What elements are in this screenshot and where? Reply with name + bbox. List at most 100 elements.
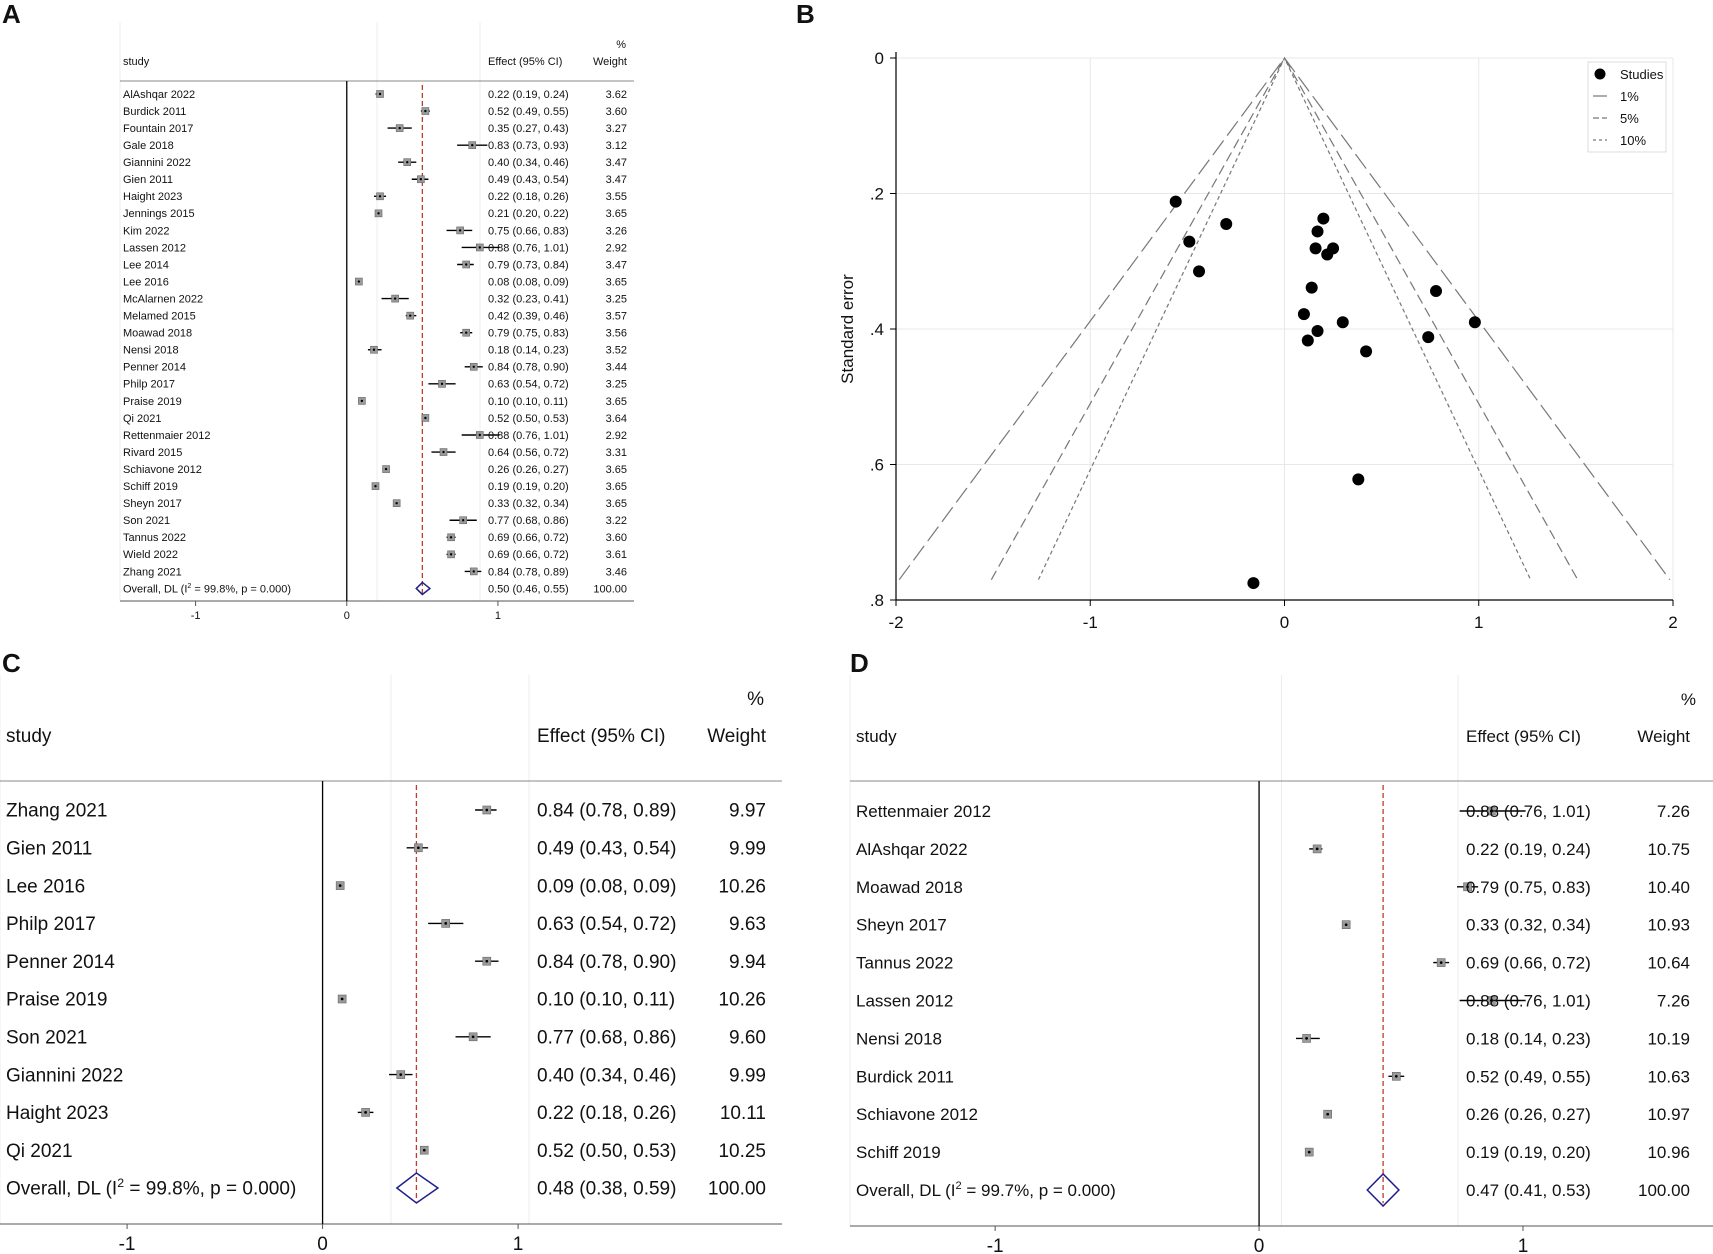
overall-effect-value: 0.47 (0.41, 0.53) [1466,1181,1591,1200]
point-estimate [1307,1150,1311,1154]
study-name: Wield 2022 [123,549,178,561]
study-name: Son 2021 [123,515,170,527]
header-weight: Weight [707,726,767,747]
point-estimate [478,246,481,249]
effect-value: 0.83 (0.73, 0.93) [488,140,569,152]
study-name: Giannini 2022 [123,157,191,169]
effect-value: 0.64 (0.56, 0.72) [488,447,569,459]
weight-value: 10.19 [1647,1029,1690,1048]
point-estimate [471,1035,475,1039]
study-name: Schiavone 2012 [123,464,202,476]
effect-value: 0.77 (0.68, 0.86) [537,1027,676,1048]
point-estimate [399,1073,403,1076]
overall-diamond [415,581,432,596]
point-estimate [1344,923,1348,927]
weight-value: 9.99 [729,1065,766,1086]
study-point [1468,316,1481,329]
study-name: Lee 2014 [123,259,169,271]
effect-value: 0.19 (0.19, 0.20) [1466,1143,1591,1162]
point-estimate [1489,809,1493,813]
weight-value: 10.64 [1647,954,1690,973]
weight-value: 3.57 [606,311,627,323]
overall-label-sup: 2 [187,582,191,590]
effect-value: 0.40 (0.34, 0.46) [537,1065,676,1086]
effect-value: 0.52 (0.50, 0.53) [488,413,569,425]
overall-label-suffix: = 99.7%, p = 0.000) [962,1181,1116,1200]
funnel-plot-b: -2 -1 0 1 2 0 .2 .4 .6 .8 Standard error Studies 1% 5… [838,49,1678,632]
study-name: Philp 2017 [123,379,175,391]
effect-value: 0.22 (0.18, 0.26) [488,191,569,203]
weight-value: 10.26 [718,990,766,1011]
study-name: Gale 2018 [123,140,174,152]
study-name: Tannus 2022 [856,954,953,973]
weight-value: 9.99 [729,838,766,859]
weight-value: 3.46 [606,566,627,578]
effect-value: 0.18 (0.14, 0.23) [1466,1029,1591,1048]
weight-value: 3.65 [606,498,627,510]
study-name: AlAshqar 2022 [856,840,968,859]
weight-value: 10.75 [1647,840,1690,859]
weight-value: 3.62 [606,89,627,101]
study-name: McAlarnen 2022 [123,293,203,305]
overall-label: Overall, DL (I2 = 99.7%, p = 0.000) [856,1180,1116,1200]
point-estimate [458,229,462,232]
weight-value: 9.94 [729,952,766,973]
weight-value: 3.31 [606,447,627,459]
point-estimate [440,382,444,386]
weight-value: 3.47 [606,174,627,186]
weight-value: 10.93 [1647,916,1690,935]
study-point [1193,265,1206,278]
study-point [1247,577,1260,590]
forest-plot-d: % study Effect (95% CI) Weight Rettenmaier 2… [849,675,1713,1254]
weight-value: 7.26 [1657,991,1690,1010]
point-estimate [406,161,409,164]
point-estimate [409,314,412,317]
weight-value: 3.22 [606,515,627,527]
weight-value: 3.64 [606,413,627,425]
effect-value: 0.79 (0.73, 0.84) [488,259,569,271]
effect-value: 0.21 (0.20, 0.22) [488,208,569,220]
weight-value: 3.25 [606,379,627,391]
point-estimate [444,922,448,925]
study-name: Moawad 2018 [123,328,192,340]
weight-value: 3.65 [606,481,627,493]
study-name: Kim 2022 [123,225,169,237]
study-name: Praise 2019 [6,990,107,1011]
panel-label-a: A [2,0,21,29]
study-name: Son 2021 [6,1027,87,1048]
effect-value: 0.08 (0.08, 0.09) [488,276,569,288]
point-estimate [338,884,342,887]
study-name: Rivard 2015 [123,447,182,459]
study-name: Penner 2014 [123,362,186,374]
x-tick-label: -1 [119,1234,136,1254]
weight-value: 3.55 [606,191,627,203]
point-estimate [1439,961,1443,964]
overall-label-sup: 2 [956,1180,962,1192]
weight-value: 10.26 [718,876,766,897]
study-name: Melamed 2015 [123,311,196,323]
header-study: study [123,56,150,68]
weight-value: 3.61 [606,549,627,561]
x-tick-label: 0 [1280,613,1289,632]
point-estimate [377,212,380,215]
x-tick-label: 1 [513,1234,524,1254]
effect-value: 0.22 (0.19, 0.24) [1466,840,1591,859]
y-tick-label: 0 [875,49,884,68]
point-estimate [424,416,427,420]
study-point [1309,242,1322,255]
x-tick-label: 2 [1668,613,1677,632]
effect-value: 0.26 (0.26, 0.27) [488,464,569,476]
study-name: Jennings 2015 [123,208,195,220]
study-name: Sheyn 2017 [856,916,947,935]
y-tick-label: .2 [870,185,884,204]
effect-value: 0.10 (0.10, 0.11) [537,990,675,1011]
point-estimate [357,280,361,283]
point-estimate [398,126,401,130]
x-tick-label: 1 [495,610,501,622]
overall-label-prefix: Overall, DL (I [856,1181,956,1200]
study-name: Haight 2023 [123,191,182,203]
study-name: Penner 2014 [6,952,115,973]
effect-value: 0.88 (0.76, 1.01) [1466,802,1591,821]
overall-weight-value: 100.00 [593,583,627,595]
weight-value: 3.27 [606,123,627,135]
